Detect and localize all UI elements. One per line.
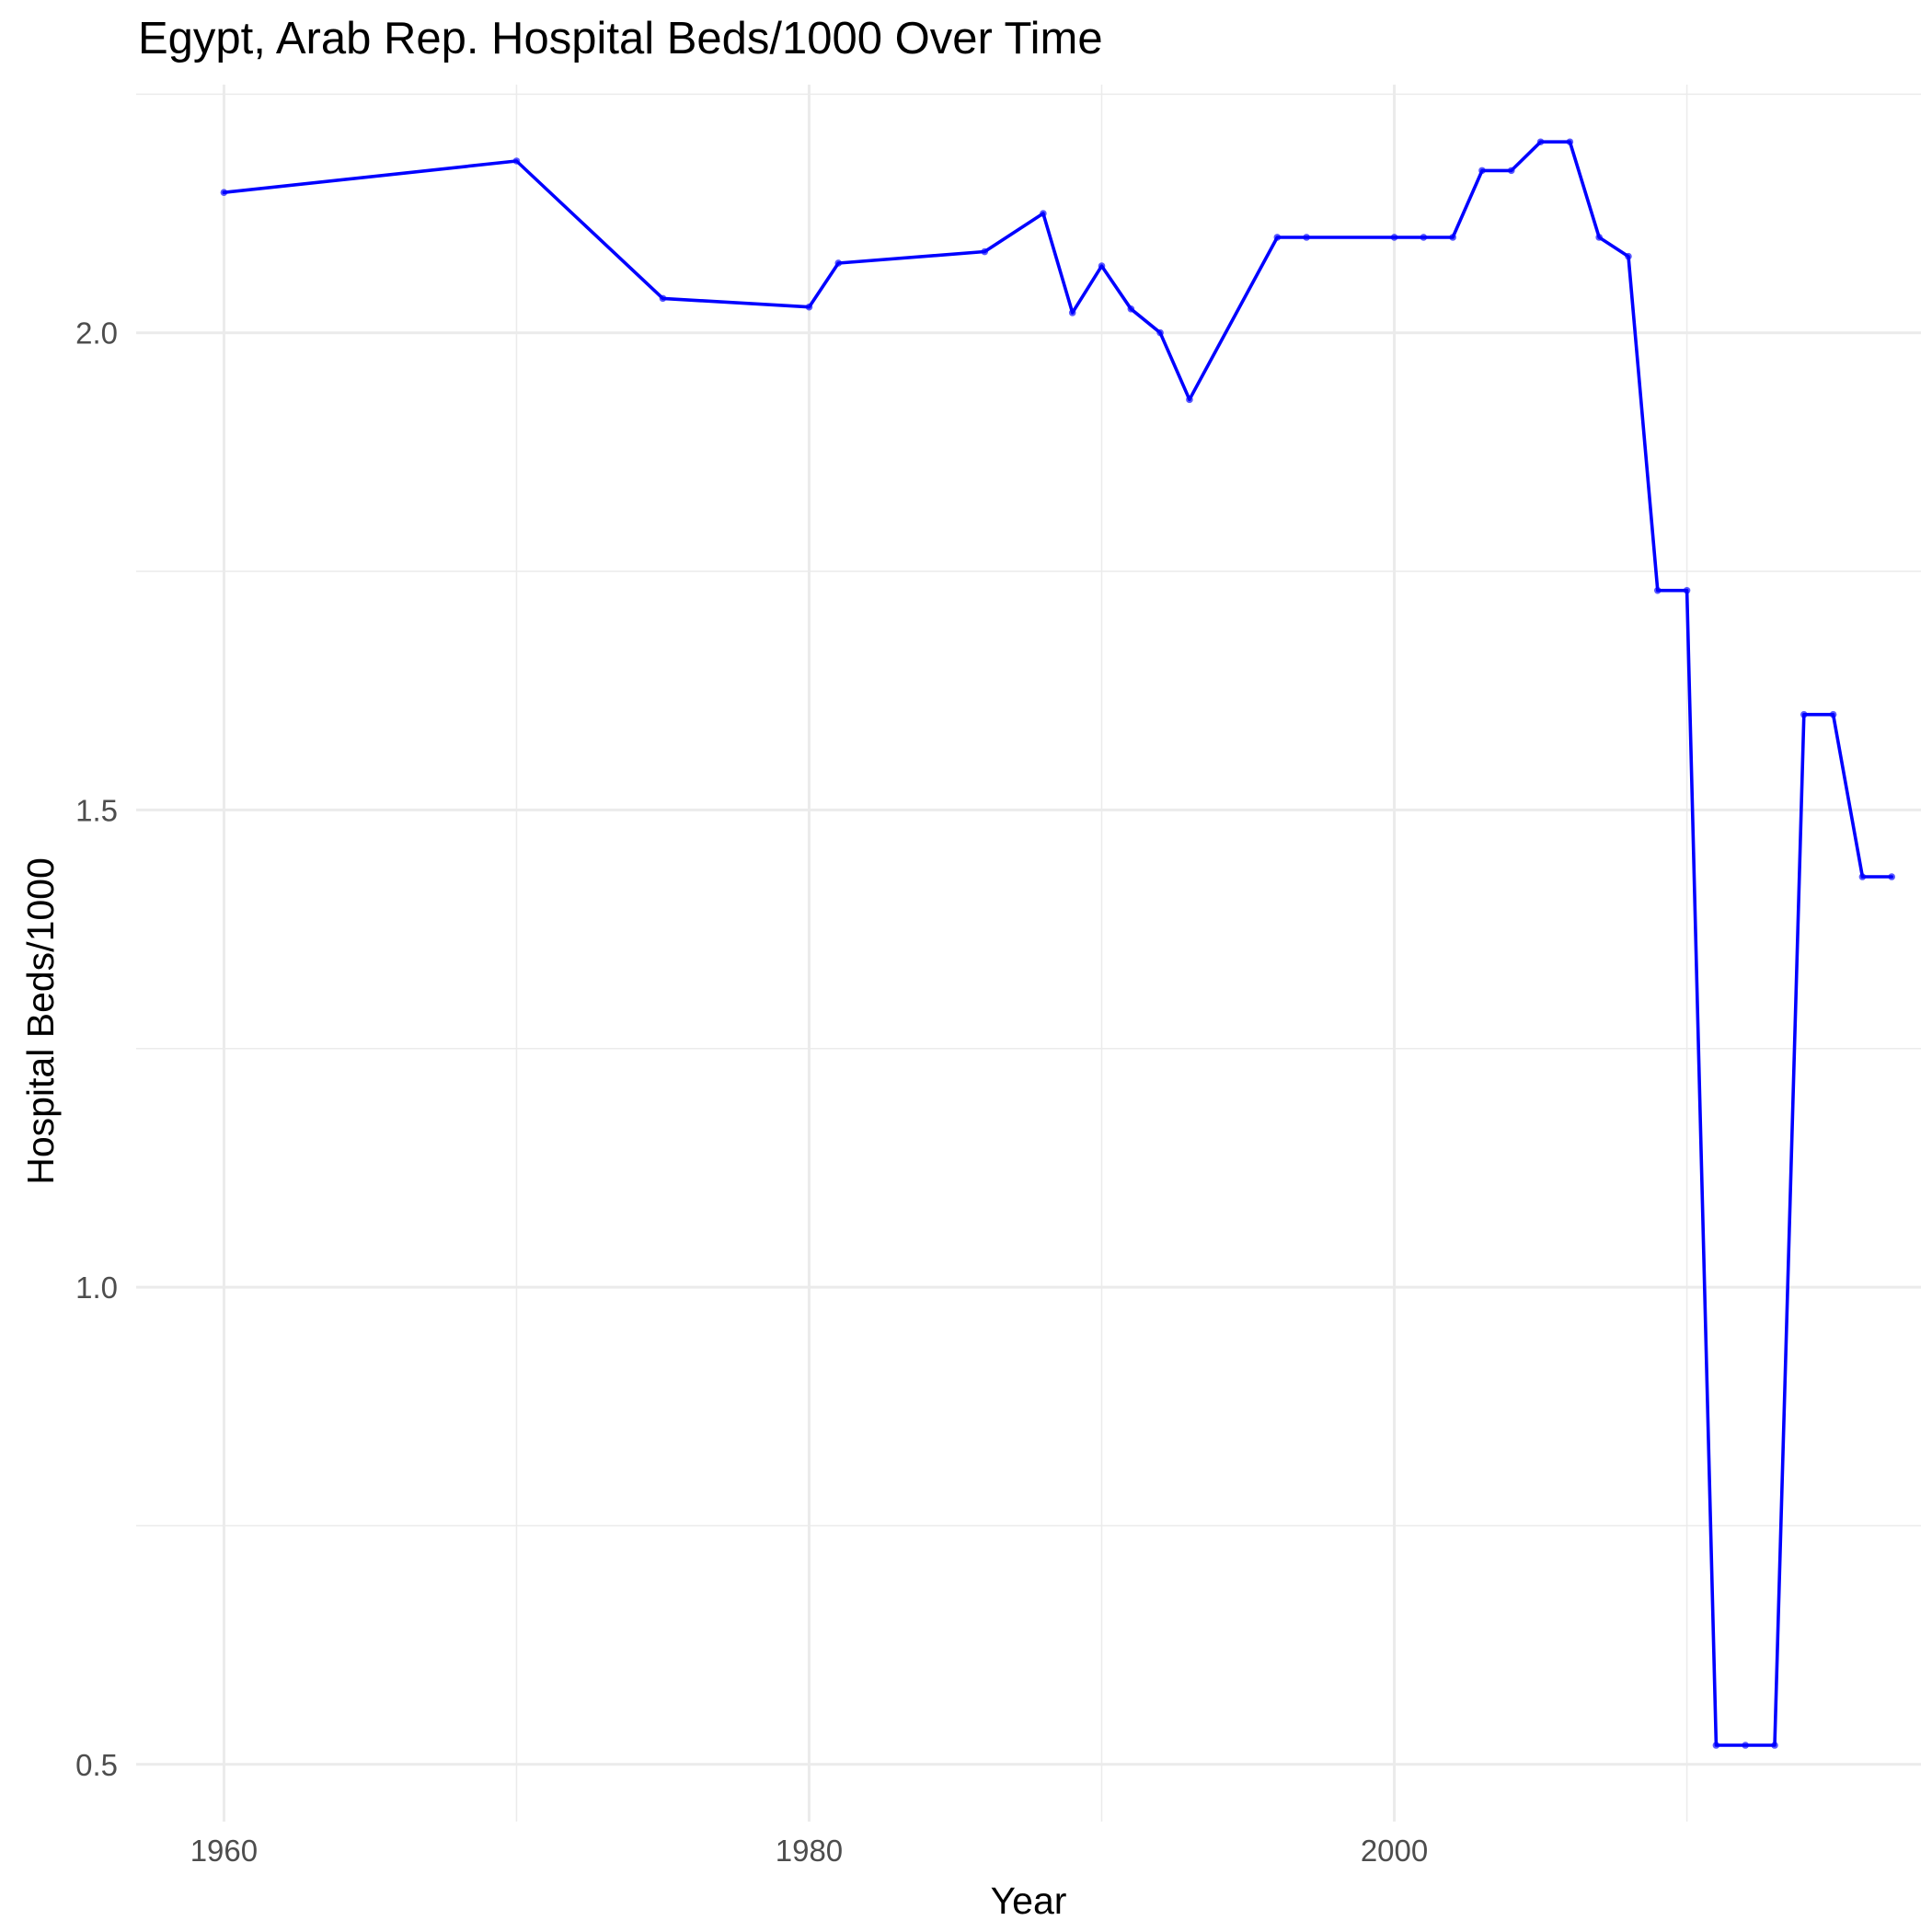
y-tick-label: 1.0 xyxy=(75,1271,118,1305)
data-point xyxy=(1156,328,1164,337)
data-point xyxy=(1186,396,1193,404)
data-point xyxy=(1507,167,1515,175)
data-series xyxy=(220,138,1895,1749)
series-line xyxy=(222,140,1893,1747)
data-point xyxy=(1888,873,1895,880)
data-point xyxy=(1771,1742,1778,1749)
data-point xyxy=(1683,587,1691,594)
data-point xyxy=(1040,210,1047,217)
major-gridlines xyxy=(136,85,1921,1822)
data-point xyxy=(512,157,521,165)
data-point xyxy=(659,294,667,303)
data-point xyxy=(1478,167,1486,175)
data-point xyxy=(1390,234,1398,241)
data-point xyxy=(1858,873,1867,880)
x-tick-label: 2000 xyxy=(1361,1834,1428,1868)
minor-gridlines xyxy=(136,85,1921,1822)
data-point xyxy=(1420,234,1428,241)
data-point xyxy=(1098,262,1106,270)
data-point xyxy=(834,259,843,267)
data-point xyxy=(1595,234,1603,241)
data-point xyxy=(805,303,813,311)
data-point xyxy=(220,189,228,197)
data-point xyxy=(1712,1742,1720,1749)
chart-title: Egypt, Arab Rep. Hospital Beds/1000 Over… xyxy=(138,14,1103,63)
data-point xyxy=(1127,305,1135,313)
data-point xyxy=(1829,710,1837,719)
y-tick-label: 2.0 xyxy=(75,316,118,351)
x-axis-tick-labels: 1960 1980 2000 xyxy=(190,1834,1429,1868)
data-point xyxy=(1303,234,1310,241)
data-point xyxy=(1566,138,1574,146)
data-point xyxy=(1625,252,1632,260)
y-axis-tick-labels: 0.5 1.0 1.5 2.0 xyxy=(75,316,118,1782)
y-axis-title: Hospital Beds/1000 xyxy=(19,857,62,1185)
y-tick-label: 0.5 xyxy=(75,1748,118,1782)
y-tick-label: 1.5 xyxy=(75,793,118,827)
data-point xyxy=(981,247,989,256)
data-point xyxy=(1800,710,1808,719)
data-point xyxy=(1536,138,1545,146)
x-tick-label: 1960 xyxy=(190,1834,258,1868)
data-point xyxy=(1068,309,1076,316)
x-tick-label: 1980 xyxy=(776,1834,843,1868)
data-point xyxy=(1653,587,1662,594)
data-point xyxy=(1273,234,1282,241)
data-point xyxy=(1742,1742,1749,1749)
data-point xyxy=(1449,234,1456,241)
x-axis-title: Year xyxy=(991,1880,1067,1922)
